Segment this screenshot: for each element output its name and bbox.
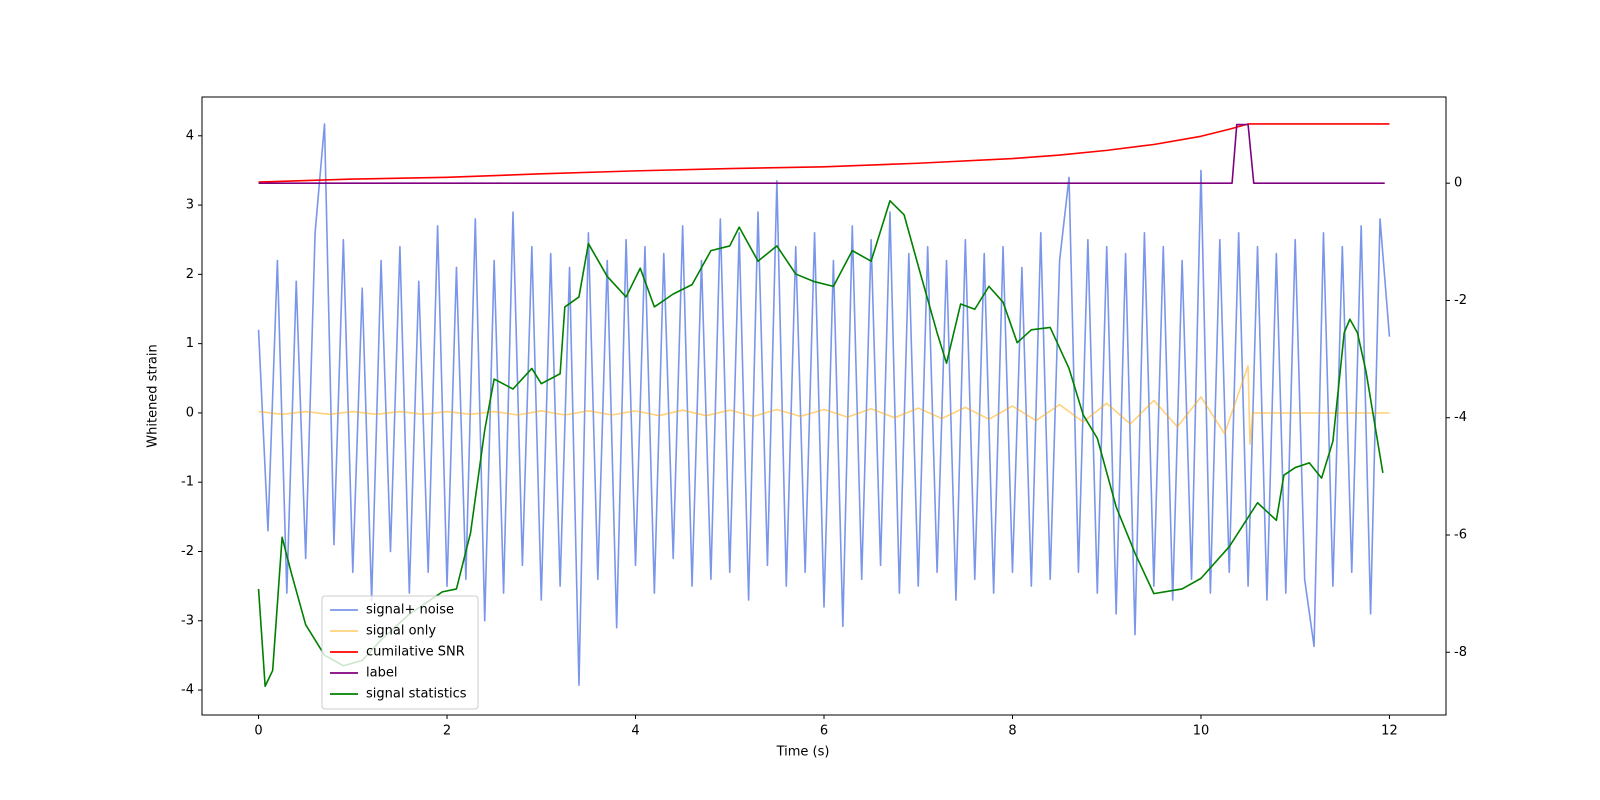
y2-tick-label: -4 <box>1454 410 1467 425</box>
legend-label: signal only <box>366 624 436 639</box>
x-tick-label: 6 <box>820 724 828 739</box>
y-tick-label: -3 <box>181 613 194 628</box>
y-tick-label: 3 <box>186 198 194 213</box>
legend-label: signal+ noise <box>366 603 454 618</box>
x-tick-label: 4 <box>631 724 639 739</box>
y-tick-label: 1 <box>186 336 194 351</box>
plot-area <box>257 123 1391 688</box>
y2-tick-label: -2 <box>1454 293 1467 308</box>
series-line <box>258 123 1385 184</box>
series-line <box>257 199 1384 688</box>
legend: signal+ noise signal only cumilative SNR la… <box>321 595 479 710</box>
y2-tick-label: 0 <box>1454 176 1462 191</box>
y-tick-label: -1 <box>181 475 194 490</box>
y2-tick-label: -6 <box>1454 527 1467 542</box>
legend-label: cumilative SNR <box>366 645 465 660</box>
y-tick-label: 2 <box>186 267 194 282</box>
x-tick-label: 10 <box>1193 724 1210 739</box>
legend-box <box>321 595 479 710</box>
legend-label: signal statistics <box>366 687 467 702</box>
x-axis-label: Time (s) <box>776 745 830 760</box>
y2-tick-label: -8 <box>1454 645 1467 660</box>
series-line <box>258 123 1390 183</box>
y-tick-label: -2 <box>181 544 194 559</box>
series-line <box>258 365 1390 445</box>
x-tick-label: 2 <box>443 724 451 739</box>
x-tick-label: 0 <box>254 724 262 739</box>
y-tick-label: -4 <box>181 683 194 698</box>
series-line <box>257 123 1391 687</box>
y-tick-label: 4 <box>186 128 194 143</box>
x-tick-label: 12 <box>1381 724 1398 739</box>
y-tick-label: 0 <box>186 405 194 420</box>
y-axis-label: Whitened strain <box>146 344 161 447</box>
legend-label: label <box>366 666 397 681</box>
x-tick-label: 8 <box>1008 724 1016 739</box>
